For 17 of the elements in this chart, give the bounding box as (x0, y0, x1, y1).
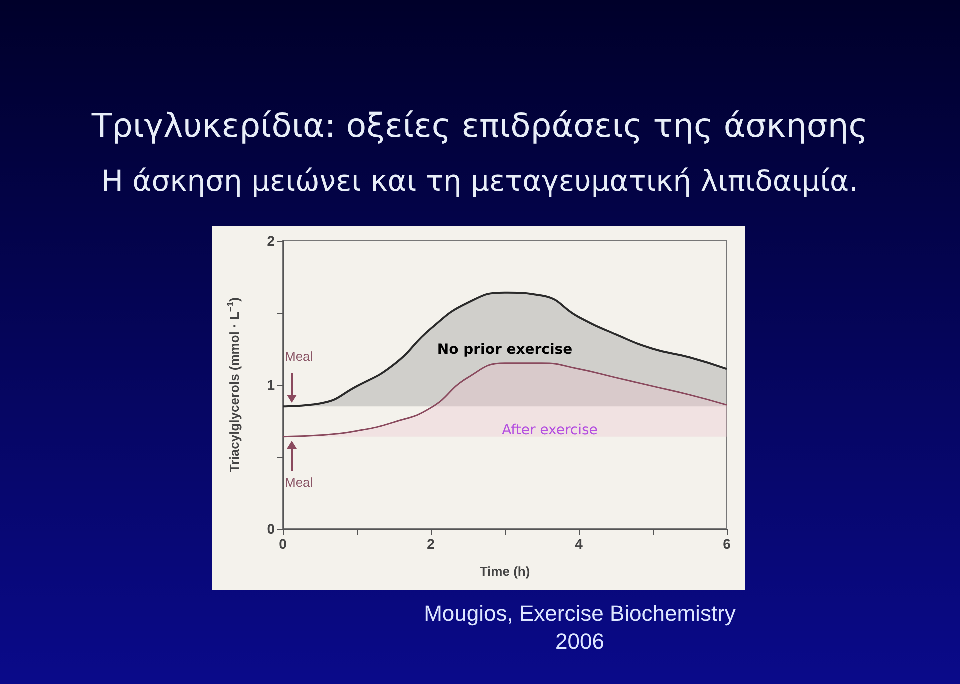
y-tick-label: 0 (267, 521, 276, 537)
x-tick-label: 6 (723, 536, 732, 552)
y-tick-label: 1 (267, 377, 276, 393)
annotation: Meal (285, 474, 314, 490)
chart-title: Τριγλυκερίδια: οξείες επιδράσεις της άσκησης (90, 106, 870, 145)
y-axis-title: Triacylglycerols (mmol · L−1) (226, 298, 242, 472)
annotation: Meal (285, 348, 314, 364)
series-label: No prior exercise (437, 342, 573, 358)
series-label: After exercise (502, 422, 598, 438)
x-axis-title: Time (h) (480, 564, 530, 579)
x-tick-label: 4 (575, 536, 584, 552)
chart-subtitle: Η άσκηση μειώνει και τη μεταγευματική λιπιδαιμία. (100, 164, 860, 198)
y-tick-label: 2 (267, 233, 276, 249)
text: Mougios, Exercise Biochemistry (424, 601, 736, 626)
x-tick-label: 0 (279, 536, 288, 552)
text: 2006 (556, 629, 604, 654)
x-tick-label: 2 (427, 536, 436, 552)
